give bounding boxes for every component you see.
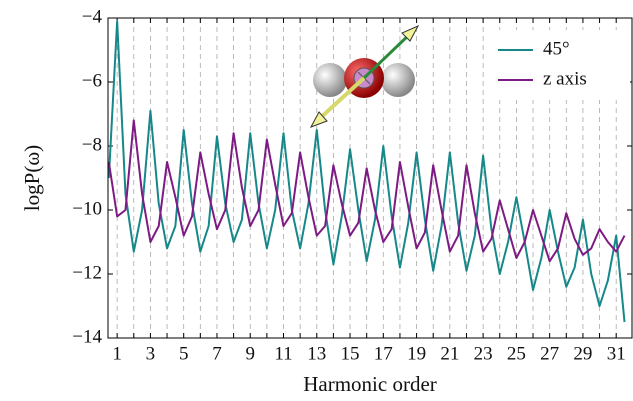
x-tick-label: 5 [179, 343, 189, 364]
x-tick-label: 9 [245, 343, 255, 364]
x-axis-label: Harmonic order [303, 372, 437, 396]
arrow-head [401, 24, 420, 42]
y-tick-label: −8 [82, 134, 102, 155]
x-tick-label: 13 [307, 343, 326, 364]
plot-lines [108, 20, 626, 323]
y-tick-label: −4 [82, 6, 103, 27]
x-tick-label: 17 [374, 343, 393, 364]
x-tick-label: 21 [440, 343, 459, 364]
x-tick-label: 31 [607, 343, 626, 364]
x-tick-label: 1 [112, 343, 122, 364]
field-arrow [362, 30, 414, 80]
y-tick-label: −14 [72, 326, 102, 347]
y-tick-label: −12 [72, 262, 102, 283]
x-tick-label: 29 [573, 343, 592, 364]
legend: 45° z axis [488, 30, 630, 100]
x-tick-label: 25 [507, 343, 526, 364]
legend-label: 45° [543, 38, 570, 59]
hydrogen-atom [313, 63, 347, 97]
y-tick-label: −10 [72, 198, 102, 219]
hydrogen-atom [381, 63, 415, 97]
series-line [108, 119, 626, 263]
arrow-head [309, 111, 328, 128]
x-tick-label: 19 [407, 343, 426, 364]
series-line [108, 20, 626, 323]
legend-box [488, 30, 630, 100]
x-tick-label: 11 [274, 343, 292, 364]
plot-frame [107, 17, 633, 339]
y-axis-label: logP(ω) [20, 145, 44, 211]
x-tick-label: 27 [540, 343, 559, 364]
grid [108, 17, 632, 339]
molecule-illustration [309, 24, 420, 128]
y-tick-label: −6 [82, 70, 102, 91]
x-tick-label: 23 [474, 343, 493, 364]
x-tick-label: 15 [341, 343, 360, 364]
x-tick-label: 3 [146, 343, 156, 364]
field-arrow [316, 76, 366, 122]
legend-label: z axis [543, 68, 587, 89]
x-tick-label: 7 [212, 343, 222, 364]
